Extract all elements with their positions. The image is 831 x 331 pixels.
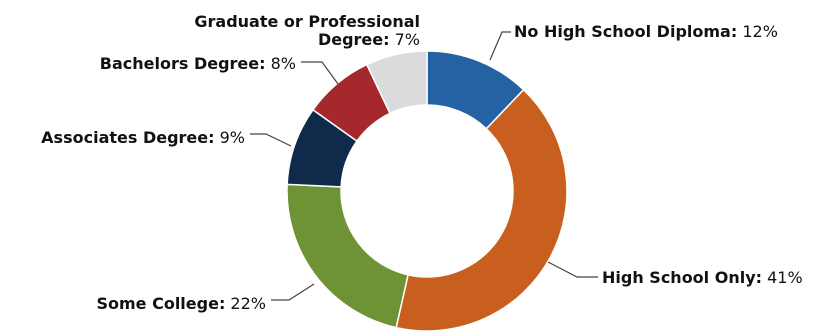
slice-graduate-or-professional-degree (365, 50, 428, 115)
label-no-high-school-diploma: No High School Diploma: 12% (514, 22, 778, 41)
label-category: Degree: (318, 30, 390, 49)
label-bachelors-degree: Bachelors Degree: 8% (100, 54, 296, 73)
label-value: 12% (737, 22, 778, 41)
label-value: 9% (215, 128, 245, 147)
label-value: 8% (266, 54, 296, 73)
label-value: 41% (762, 268, 803, 287)
label-category: No High School Diploma: (514, 22, 737, 41)
leader-line-bachelors-degree (301, 61, 339, 85)
leader-line-no-high-school-diploma (489, 31, 511, 61)
label-category: High School Only: (602, 268, 762, 287)
slice-labels: No High School Diploma: 12% High School O… (41, 12, 803, 313)
label-category: Some College: (96, 294, 225, 313)
slice-high-school-only (395, 88, 568, 331)
label-value: 7% (390, 30, 420, 49)
leader-line-associates-degree (250, 133, 292, 147)
label-some-college: Some College: 22% (96, 294, 266, 313)
leader-lines (250, 31, 598, 301)
label-associates-degree: Associates Degree: 9% (41, 128, 245, 147)
leader-line-high-school-only (547, 261, 598, 278)
label-category: Graduate or Professional (194, 12, 420, 31)
leader-line-some-college (271, 283, 315, 301)
label-category: Bachelors Degree: (100, 54, 266, 73)
label-high-school-only: High School Only: 41% (602, 268, 803, 287)
label-value: 22% (225, 294, 266, 313)
label-graduate-or-professional-degree-line-1: Graduate or Professional (194, 12, 420, 31)
label-category: Associates Degree: (41, 128, 214, 147)
donut-slices (286, 50, 568, 331)
label-graduate-or-professional-degree-line-2: Degree: 7% (318, 30, 420, 49)
slice-some-college (286, 183, 409, 329)
